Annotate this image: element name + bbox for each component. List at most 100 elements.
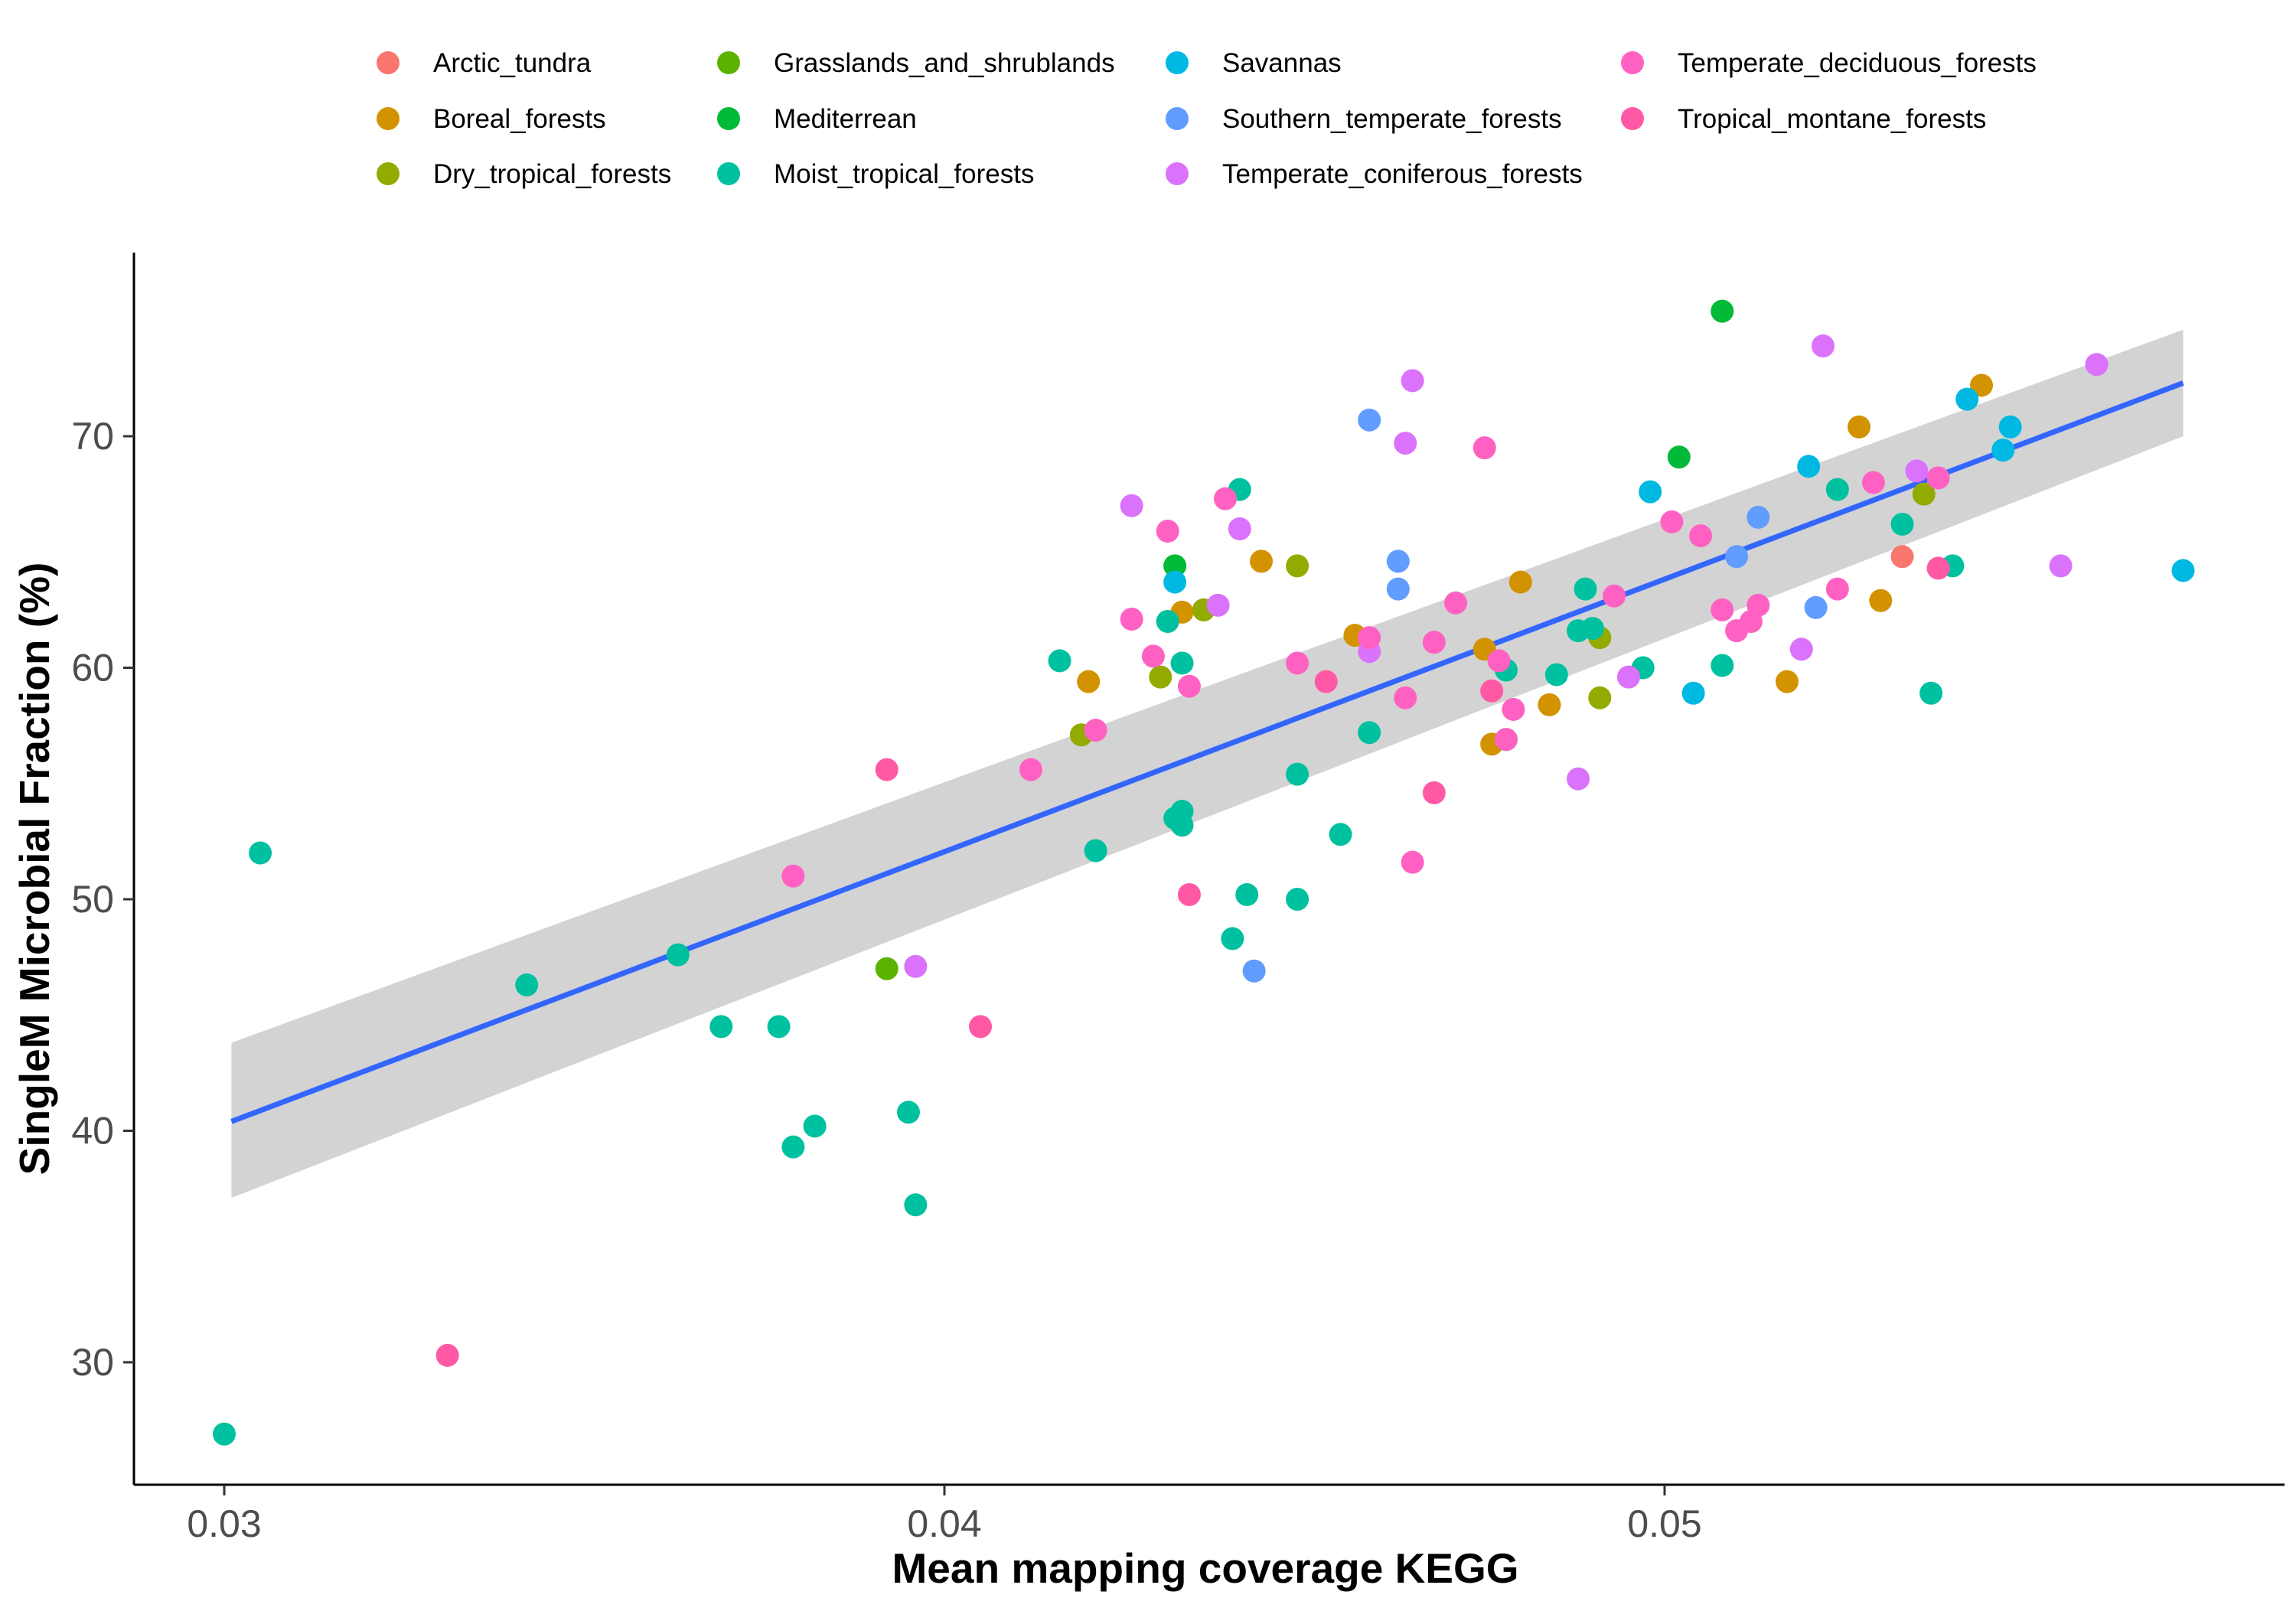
y-axis-ticks: 30 40 50 60 70 [71, 415, 134, 1384]
data-point-southern-temperate-forests [1386, 577, 1410, 601]
legend-key [1166, 107, 1189, 130]
data-point-moist-tropical-forests [1919, 681, 1943, 705]
legend-key [377, 162, 400, 185]
data-point-temperate-deciduous-forests [1473, 436, 1496, 460]
legend-item: Boreal_forests [377, 104, 606, 134]
y-tick-label: 40 [71, 1110, 114, 1153]
data-point-temperate-deciduous-forests [1444, 591, 1468, 615]
data-point-tropical-montane-forests [1314, 670, 1338, 693]
data-point-moist-tropical-forests [1156, 610, 1179, 633]
data-point-moist-tropical-forests [896, 1101, 920, 1124]
data-point-boreal-forests [1250, 550, 1274, 573]
legend-label: Boreal_forests [433, 104, 606, 134]
data-point-moist-tropical-forests [1235, 882, 1259, 906]
data-point-moist-tropical-forests [1825, 478, 1849, 501]
legend-label: Temperate_coniferous_forests [1222, 159, 1583, 189]
data-point-temperate-coniferous-forests [1616, 665, 1640, 689]
y-tick-label: 60 [71, 647, 114, 690]
data-point-savannas [1991, 439, 2015, 462]
data-point-boreal-forests [1848, 415, 1871, 439]
data-point-moist-tropical-forests [803, 1114, 827, 1138]
data-point-temperate-deciduous-forests [1502, 697, 1525, 721]
legend-label: Grasslands_and_shrublands [774, 48, 1115, 78]
legend-key [1166, 162, 1189, 185]
data-point-savannas [1681, 681, 1705, 705]
legend-item: Southern_temperate_forests [1166, 104, 1562, 134]
x-tick-label: 0.03 [187, 1502, 261, 1545]
data-point-temperate-deciduous-forests [1825, 577, 1849, 601]
data-point-moist-tropical-forests [213, 1422, 236, 1446]
data-point-dry-tropical-forests [1149, 665, 1172, 689]
x-tick-label: 0.05 [1627, 1502, 1701, 1545]
data-point-southern-temperate-forests [1746, 505, 1770, 529]
data-point-temperate-deciduous-forests [1711, 598, 1734, 621]
data-point-temperate-deciduous-forests [1394, 686, 1417, 709]
data-point-savannas [1955, 387, 1979, 411]
y-tick-label: 30 [71, 1341, 114, 1384]
regression-line [230, 380, 2184, 1124]
data-point-arctic-tundra [1890, 545, 1914, 569]
data-point-moist-tropical-forests [1170, 651, 1194, 675]
data-point-southern-temperate-forests [1725, 545, 1749, 569]
data-point-boreal-forests [1077, 670, 1101, 693]
data-point-temperate-deciduous-forests [1156, 520, 1179, 543]
data-point-boreal-forests [1508, 570, 1532, 594]
y-axis-title: SingleM Microbial Fraction (%) [11, 563, 58, 1176]
data-point-temperate-deciduous-forests [1861, 471, 1885, 494]
data-point-temperate-deciduous-forests [1084, 719, 1107, 742]
data-point-boreal-forests [1970, 373, 1994, 397]
x-axis-title: Mean mapping coverage KEGG [892, 1544, 1518, 1592]
data-point-temperate-deciduous-forests [1141, 644, 1165, 668]
legend-item: Arctic_tundra [377, 48, 592, 78]
data-point-tropical-montane-forests [1480, 679, 1504, 703]
legend-key [717, 162, 740, 185]
data-point-temperate-deciduous-forests [1660, 510, 1684, 533]
data-point-mediterrean [1667, 445, 1691, 469]
legend-label: Arctic_tundra [433, 48, 592, 78]
data-point-temperate-deciduous-forests [1422, 631, 1446, 654]
data-point-temperate-deciduous-forests [1120, 607, 1143, 631]
data-point-dry-tropical-forests [1588, 686, 1612, 709]
data-point-tropical-montane-forests [1926, 556, 1950, 580]
data-point-southern-temperate-forests [1804, 595, 1828, 619]
data-point-moist-tropical-forests [767, 1015, 791, 1039]
data-point-moist-tropical-forests [666, 943, 690, 967]
data-point-moist-tropical-forests [515, 973, 539, 996]
data-point-temperate-deciduous-forests [781, 864, 805, 888]
data-point-moist-tropical-forests [1286, 888, 1309, 911]
data-point-moist-tropical-forests [1084, 839, 1107, 863]
data-point-moist-tropical-forests [781, 1135, 805, 1159]
data-point-temperate-deciduous-forests [1487, 649, 1511, 673]
data-point-moist-tropical-forests [1358, 721, 1381, 745]
legend-key [717, 107, 740, 130]
legend-key [1621, 107, 1644, 130]
data-point-tropical-montane-forests [1422, 781, 1446, 804]
confidence-band [231, 329, 2183, 1198]
axes: 0.03 0.04 0.05 30 40 50 60 70 Mean mapping cov… [11, 253, 2285, 1592]
data-point-temperate-coniferous-forests [904, 954, 928, 978]
data-point-mediterrean [1711, 299, 1734, 323]
data-point-moist-tropical-forests [1574, 577, 1597, 601]
data-point-temperate-deciduous-forests [1286, 651, 1309, 675]
data-point-moist-tropical-forests [1711, 654, 1734, 677]
data-point-savannas [1797, 455, 1821, 478]
data-point-moist-tropical-forests [1048, 649, 1071, 673]
data-points [213, 299, 2195, 1446]
data-point-temperate-coniferous-forests [2049, 554, 2073, 578]
data-point-moist-tropical-forests [1580, 617, 1604, 641]
data-point-moist-tropical-forests [1170, 814, 1194, 837]
x-axis-ticks: 0.03 0.04 0.05 [187, 1485, 1702, 1545]
plot-area [213, 299, 2195, 1446]
data-point-mediterrean [1163, 554, 1187, 578]
data-point-temperate-deciduous-forests [1177, 674, 1201, 698]
data-point-moist-tropical-forests [249, 841, 272, 865]
data-point-temperate-coniferous-forests [1120, 494, 1143, 517]
data-point-temperate-deciduous-forests [1494, 728, 1518, 752]
data-point-moist-tropical-forests [1329, 823, 1352, 846]
data-point-tropical-montane-forests [1177, 882, 1201, 906]
data-point-moist-tropical-forests [1544, 663, 1568, 686]
data-point-moist-tropical-forests [904, 1193, 928, 1217]
data-point-tropical-montane-forests [969, 1015, 993, 1039]
